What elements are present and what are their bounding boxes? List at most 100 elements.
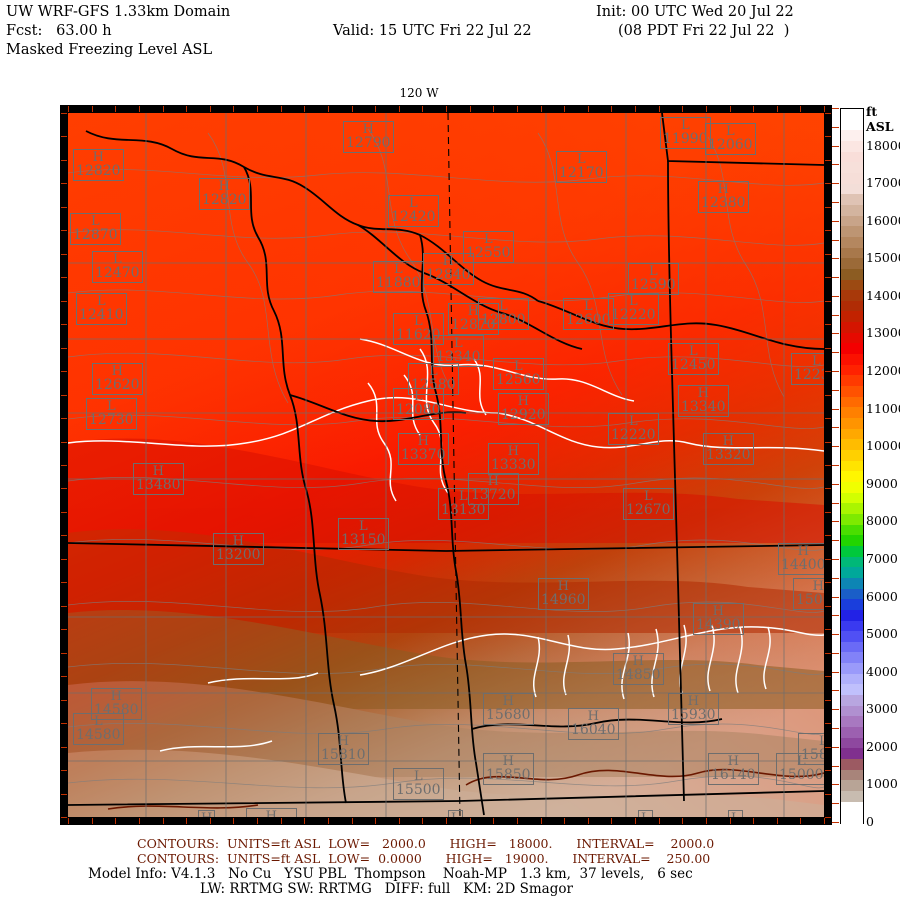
colorbar-swatch <box>841 450 863 462</box>
axis-tick <box>753 818 755 824</box>
colorbar-swatch <box>841 748 863 760</box>
axis-tick <box>61 793 67 795</box>
colorbar-ticks <box>832 108 840 824</box>
axis-tick <box>351 106 353 112</box>
axis-tick <box>61 676 67 678</box>
colorbar-swatch <box>841 524 863 536</box>
colorbar-swatch <box>841 716 863 728</box>
axis-tick <box>800 106 802 112</box>
axis-tick <box>398 106 400 112</box>
axis-tick <box>540 818 542 824</box>
axis-tick <box>705 818 707 824</box>
axis-tick <box>825 324 831 326</box>
axis-tick <box>825 136 831 138</box>
axis-tick <box>138 818 140 824</box>
colorbar-swatch <box>841 599 863 611</box>
axis-tick <box>186 106 188 112</box>
axis-tick <box>61 230 67 232</box>
colorbar-tick <box>832 126 839 128</box>
axis-tick <box>564 106 566 112</box>
axis-tick <box>91 818 93 824</box>
colorbar-swatch <box>841 556 863 568</box>
colorbar-tick <box>832 352 839 354</box>
colorbar-tick <box>832 690 839 692</box>
colorbar-swatch <box>841 737 863 749</box>
axis-tick <box>825 441 831 443</box>
axis-tick <box>825 817 831 818</box>
colorbar-tick-label: 13000 <box>866 325 900 341</box>
axis-tick <box>422 106 424 112</box>
axis-tick <box>825 558 831 560</box>
colorbar-tick <box>832 201 839 203</box>
colorbar-tick <box>832 803 839 805</box>
axis-tick <box>61 183 67 185</box>
colorbar-swatch <box>841 428 863 440</box>
colorbar-swatch <box>841 226 863 238</box>
axis-tick <box>825 629 831 631</box>
colorbar-swatch <box>841 620 863 632</box>
axis-tick <box>61 371 67 373</box>
colorbar-swatch <box>841 130 863 142</box>
axis-tick <box>61 347 67 349</box>
colorbar-tick <box>832 164 839 166</box>
axis-tick <box>825 746 831 748</box>
axis-tick <box>682 106 684 112</box>
axis-tick <box>540 106 542 112</box>
colorbar-tick <box>832 634 839 636</box>
colorbar-swatch <box>841 236 863 249</box>
colorbar-tick <box>832 540 839 542</box>
colorbar-swatch <box>841 673 863 686</box>
axis-tick <box>375 106 377 112</box>
colorbar-tick <box>832 183 839 185</box>
colorbar-swatch <box>841 151 863 163</box>
colorbar-tick <box>832 408 839 410</box>
colorbar-tick <box>832 709 839 711</box>
colorbar-swatch <box>841 140 863 153</box>
colorbar-tick <box>832 615 839 617</box>
axis-tick <box>493 818 495 824</box>
colorbar-tick <box>832 145 839 147</box>
colorbar-tick <box>832 371 839 373</box>
model-title: UW WRF-GFS 1.33km Domain <box>6 4 231 20</box>
colorbar-swatch <box>841 545 863 558</box>
colorbar-tick <box>832 521 839 523</box>
axis-tick <box>257 818 258 824</box>
colorbar-swatch <box>841 354 863 366</box>
colorbar-swatch <box>841 641 863 654</box>
axis-tick <box>824 106 825 112</box>
colorbar-swatch <box>841 172 863 185</box>
colorbar-swatch <box>841 258 863 270</box>
colorbar-tick-label: 5000 <box>866 626 898 642</box>
colorbar-swatch <box>841 481 863 494</box>
axis-tick <box>61 113 67 114</box>
init-time: Init: 00 UTC Wed 20 Jul 22 <box>596 4 794 20</box>
axis-tick <box>61 770 67 772</box>
colorbar-swatch <box>841 311 863 323</box>
axis-tick <box>398 818 400 824</box>
axis-tick <box>635 818 636 824</box>
colorbar-swatch <box>841 332 863 345</box>
axis-tick <box>825 113 831 114</box>
model-info-line: Model Info: V4.1.3 No Cu YSU PBL Thompso… <box>88 866 693 882</box>
axis-ticks-left <box>60 113 68 818</box>
colorbar-swatch <box>841 396 863 408</box>
axis-tick <box>61 511 67 513</box>
colorbar-tick <box>832 239 839 241</box>
colorbar-tick <box>832 577 839 579</box>
axis-tick <box>61 582 67 584</box>
axis-tick <box>351 818 353 824</box>
axis-tick <box>68 818 69 824</box>
colorbar-swatch <box>841 204 863 217</box>
colorbar-swatch <box>841 162 863 174</box>
axis-tick <box>61 605 67 607</box>
axis-tick <box>61 277 67 279</box>
axis-tick <box>825 418 831 420</box>
axis-tick <box>61 817 67 818</box>
colorbar-swatch <box>841 812 863 824</box>
axis-ticks-right <box>824 113 832 818</box>
contours-line-2: CONTOURS: UNITS=ft ASL LOW= 0.0000 HIGH=… <box>137 851 711 866</box>
colorbar-swatch <box>841 705 863 718</box>
colorbar-swatch <box>841 247 863 259</box>
axis-tick <box>422 818 424 824</box>
colorbar-tick-label: 14000 <box>866 287 900 303</box>
